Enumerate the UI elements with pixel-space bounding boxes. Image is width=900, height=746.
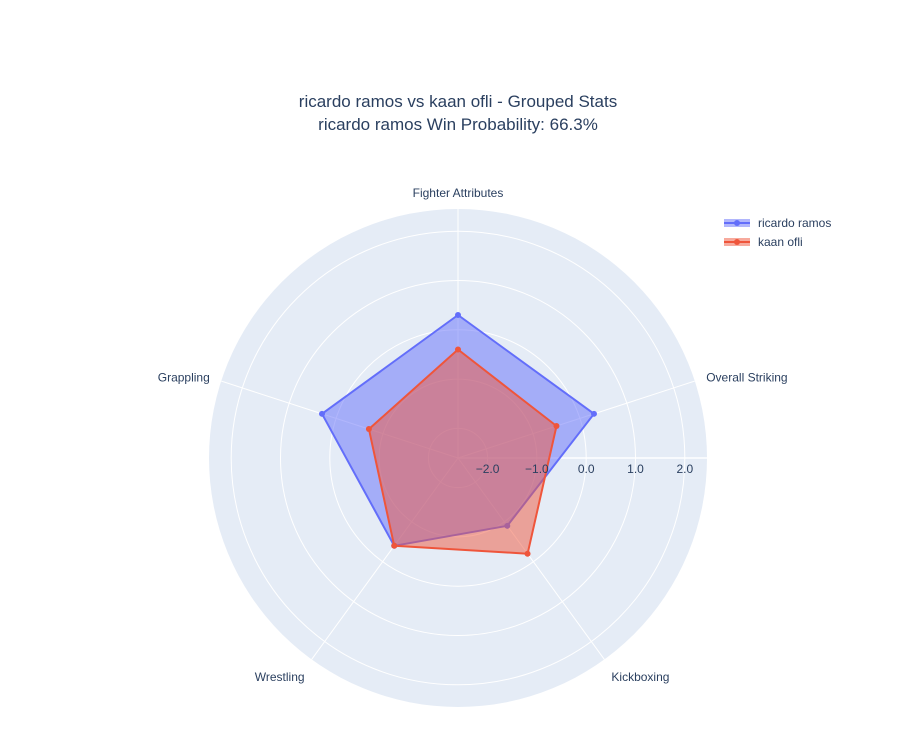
legend-marker [734, 239, 740, 245]
chart-subtitle: ricardo ramos Win Probability: 66.3% [318, 115, 598, 134]
data-point [524, 550, 531, 557]
category-label: Grappling [158, 370, 210, 384]
series-area-1 [367, 348, 558, 555]
data-point [590, 410, 597, 417]
radial-tick-label: −1.0 [525, 462, 549, 476]
data-point [455, 312, 461, 319]
category-label: Kickboxing [611, 670, 669, 684]
data-point [553, 423, 560, 430]
chart-title: ricardo ramos vs kaan ofli - Grouped Sta… [298, 92, 618, 111]
radial-tick-label: 1.0 [627, 462, 644, 476]
category-label: Overall Striking [706, 370, 787, 384]
legend-marker [734, 220, 740, 226]
data-point [365, 426, 372, 433]
legend-item[interactable]: ricardo ramos [724, 216, 831, 230]
data-point [319, 410, 326, 417]
legend-item[interactable]: kaan ofli [724, 235, 803, 249]
radial-tick-label: 0.0 [578, 462, 595, 476]
legend-label: ricardo ramos [758, 216, 831, 230]
legend[interactable]: ricardo ramos kaan ofli [724, 216, 831, 249]
data-point [455, 346, 461, 353]
data-point [391, 542, 398, 549]
category-label: Wrestling [255, 670, 305, 684]
radial-tick-label: 2.0 [676, 462, 693, 476]
legend-label: kaan ofli [758, 235, 803, 249]
category-label: Fighter Attributes [413, 186, 504, 200]
series-layer [319, 312, 597, 557]
radial-tick-label: −2.0 [476, 462, 500, 476]
axis-labels: −2.0 −1.0 0.0 1.0 2.0 Fighter Attributes Overa… [158, 186, 788, 684]
